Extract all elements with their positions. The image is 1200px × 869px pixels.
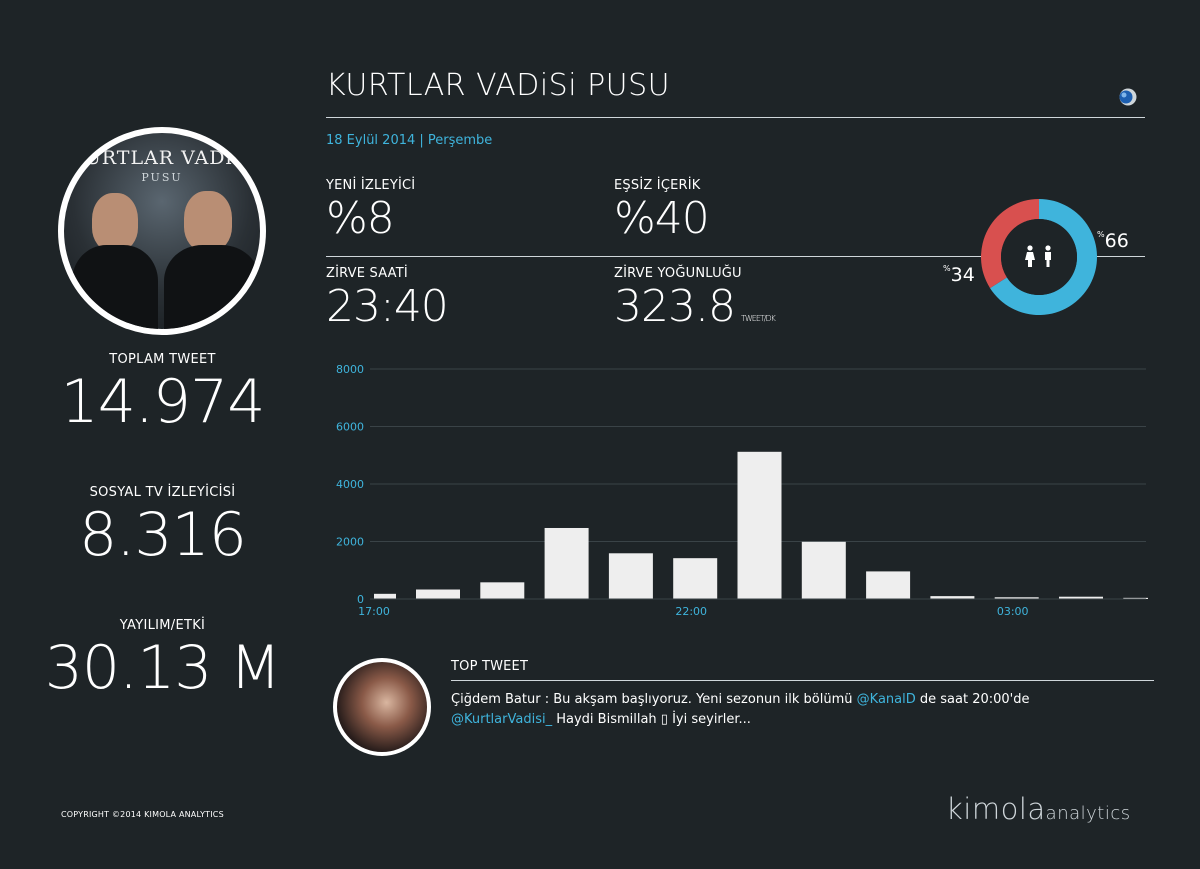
poster-figure-left-body: [72, 245, 158, 329]
donut-center: [1001, 219, 1077, 295]
kpi-label: EŞSİZ İÇERİK: [614, 178, 701, 193]
show-poster: KURTLAR VADiSi PUSU: [58, 127, 266, 335]
tweet-author-avatar: [333, 658, 431, 756]
bar: [1059, 596, 1103, 599]
male-percentage-value: 66: [1104, 230, 1129, 252]
y-tick-label: 2000: [336, 536, 364, 549]
stat-label: YAYILIM/ETKİ: [119, 618, 206, 633]
bar: [374, 593, 396, 599]
poster-figure-right-body: [164, 245, 260, 329]
brand-sub: analytics: [1045, 803, 1131, 824]
kpi-unit: TWEET/DK: [740, 314, 776, 323]
kpi-peak-density: ZİRVE YOĞUNLUĞU 323.8 TWEET/DK: [614, 266, 776, 329]
percent-sign: %: [943, 264, 951, 273]
kpi-value: %40: [614, 193, 710, 244]
stat-reach-impact: YAYILIM/ETKİ 30.13 M: [0, 618, 325, 703]
female-percentage-value: 34: [950, 264, 975, 286]
bar: [866, 571, 911, 599]
kpi-label: ZİRVE YOĞUNLUĞU: [614, 266, 742, 281]
donut-segment-male: [990, 199, 1097, 315]
brand-main: kimola: [946, 792, 1046, 826]
x-tick-label: 17:00: [358, 605, 390, 618]
stat-value: 30.13 M: [44, 633, 282, 703]
x-tick-label: 22:00: [675, 605, 707, 618]
tweet-text-part: Haydi Bismillah ▯ İyi seyirler...: [552, 712, 751, 727]
stat-total-tweet: TOPLAM TWEET 14.974: [0, 352, 325, 437]
y-tick-label: 4000: [336, 478, 364, 491]
kpi-unique-content: EŞSİZ İÇERİK %40: [614, 178, 710, 244]
bar: [480, 582, 525, 599]
page-title: KURTLAR VADiSi PUSU: [326, 68, 671, 103]
bar: [673, 558, 718, 599]
title-divider: [326, 117, 1145, 118]
stat-value: 14.974: [60, 367, 266, 437]
female-percentage: %34: [943, 264, 975, 286]
kpi-value: 323.8 TWEET/DK: [614, 285, 776, 329]
kpi-label: ZİRVE SAATİ: [326, 266, 408, 281]
poster-figure-right-face: [184, 191, 232, 251]
bar: [416, 589, 460, 599]
tweet-text-part: Bu akşam başlıyoruz. Yeni sezonun ilk bö…: [553, 692, 857, 707]
gender-donut: [980, 198, 1098, 316]
kpi-number: 323.8: [614, 281, 736, 332]
left-column: KURTLAR VADiSi PUSU TOPLAM TWEET 14.974 …: [0, 0, 330, 869]
tweet-volume-chart: 0 2000 4000 6000 8000 17:00 22:00 03:00: [336, 363, 1148, 618]
kpi-value: 23:40: [326, 281, 449, 332]
male-icon: [1045, 245, 1051, 267]
percent-sign: %: [1097, 230, 1105, 239]
tweet-separator: :: [540, 692, 554, 707]
tweet-text-part: de saat 20:00'de: [915, 692, 1030, 707]
stat-value: 8.316: [79, 500, 247, 570]
stat-social-tv-viewers: SOSYAL TV İZLEYİCİSİ 8.316: [0, 485, 325, 570]
bar: [608, 553, 653, 599]
tweet-author: Çiğdem Batur: [451, 692, 541, 707]
male-percentage: %66: [1097, 230, 1129, 252]
kpi-label: YENİ İZLEYİCİ: [326, 178, 416, 193]
bar: [801, 541, 846, 599]
x-tick-label: 03:00: [997, 605, 1029, 618]
bar: [994, 597, 1039, 599]
bar: [1123, 597, 1148, 599]
kpi-peak-hour: ZİRVE SAATİ 23:40: [326, 266, 449, 332]
stat-label: SOSYAL TV İZLEYİCİSİ: [89, 485, 236, 500]
y-tick-label: 6000: [336, 421, 364, 434]
bar: [930, 596, 975, 599]
broadcast-date: 18 Eylül 2014 | Perşembe: [326, 133, 493, 148]
bar: [737, 451, 782, 599]
mention-link-kanald[interactable]: @KanalD: [856, 692, 916, 707]
copyright: COPYRIGHT ©2014 KIMOLA ANALYTICS: [61, 810, 224, 819]
channel-logo-icon: [1119, 85, 1142, 109]
kimola-logo: kimolaanalytics: [946, 792, 1131, 826]
female-icon: [1025, 245, 1035, 267]
poster-subtitle: PUSU: [141, 171, 183, 184]
stat-label: TOPLAM TWEET: [109, 352, 216, 367]
gender-donut-svg: [981, 199, 1097, 315]
bar: [544, 527, 589, 599]
top-tweet-heading: TOP TWEET: [451, 659, 529, 674]
y-tick-label: 0: [357, 593, 364, 606]
kpi-value: %8: [326, 193, 395, 244]
poster-title: KURTLAR VADiSi: [70, 147, 254, 169]
donut-segment-female: [981, 199, 1039, 289]
mention-link-kurtlarvadisi[interactable]: @KurtlarVadisi_: [451, 712, 553, 727]
kpi-divider: [326, 256, 1145, 257]
top-tweet-divider: [451, 680, 1154, 681]
poster-figure-left-face: [92, 193, 138, 251]
y-tick-label: 8000: [336, 363, 364, 376]
kpi-new-viewers: YENİ İZLEYİCİ %8: [326, 178, 415, 241]
top-tweet-text: Çiğdem Batur : Bu akşam başlıyoruz. Yeni…: [451, 690, 1141, 730]
